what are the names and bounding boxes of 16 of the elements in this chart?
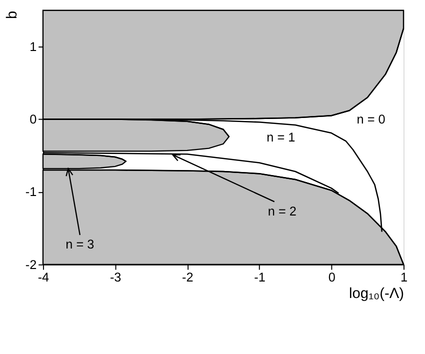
y-tick-label: -2 <box>25 258 37 272</box>
x-tick-label: -2 <box>182 270 194 284</box>
x-tick-label: 1 <box>400 270 408 284</box>
x-tick-label: -4 <box>38 270 50 284</box>
x-axis-title: log₁₀(-Λ) <box>349 286 404 302</box>
x-tick-label: 0 <box>328 270 336 284</box>
y-axis-title: b <box>4 10 21 20</box>
x-tick-label: -1 <box>254 270 266 284</box>
x-tick-label: -3 <box>110 270 122 284</box>
annotation: n = 1 <box>266 130 296 144</box>
y-tick-label: -1 <box>25 185 37 200</box>
y-tick-label: 0 <box>30 112 37 127</box>
y-tick-label: 1 <box>30 40 37 54</box>
annotation: n = 3 <box>66 238 94 252</box>
annotation: n = 0 <box>356 112 386 127</box>
annotation: n = 2 <box>268 204 296 218</box>
